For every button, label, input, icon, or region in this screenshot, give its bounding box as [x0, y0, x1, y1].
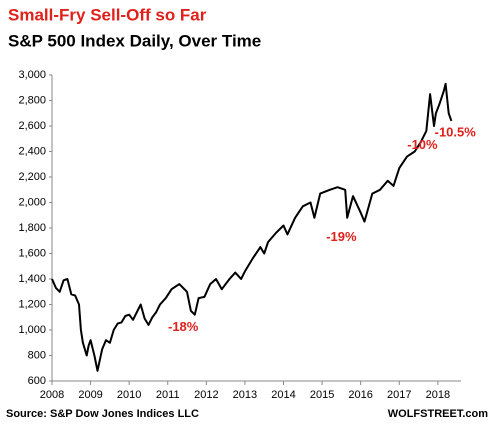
x-tick-label: 2009	[78, 389, 102, 401]
source: Source: S&P Dow Jones Indices LLC	[6, 408, 199, 420]
y-tick-label: 1,400	[18, 273, 46, 285]
y-tick-label: 3,000	[18, 69, 46, 81]
y-tick-label: 2,200	[18, 171, 46, 183]
x-tick-label: 2018	[426, 389, 450, 401]
x-tick-label: 2015	[310, 389, 334, 401]
x-tick-label: 2016	[348, 389, 372, 401]
x-tick-label: 2010	[117, 389, 141, 401]
chart-subtitle: S&P 500 Index Daily, Over Time	[8, 31, 261, 50]
x-tick-label: 2017	[387, 389, 411, 401]
annotation: -10%	[407, 137, 438, 152]
y-tick-label: 1,200	[18, 298, 46, 310]
y-tick-label: 1,600	[18, 247, 46, 259]
x-tick-label: 2011	[156, 389, 180, 401]
y-tick-label: 1,800	[18, 222, 46, 234]
x-tick-label: 2013	[233, 389, 257, 401]
x-tick-label: 2008	[40, 389, 64, 401]
annotation: -18%	[168, 319, 199, 334]
annotation: -19%	[326, 229, 357, 244]
y-tick-label: 2,400	[18, 145, 46, 157]
y-tick-label: 2,000	[18, 196, 46, 208]
y-tick-label: 600	[28, 375, 46, 387]
y-tick-label: 1,000	[18, 324, 46, 336]
annotation: -10.5%	[435, 124, 477, 139]
y-tick-label: 2,800	[18, 94, 46, 106]
x-tick-label: 2012	[194, 389, 218, 401]
line	[51, 82, 453, 372]
chart-title: Small-Fry Sell-Off so Far	[8, 5, 207, 24]
x-tick-label: 2014	[271, 389, 295, 401]
y-tick-label: 2,600	[18, 120, 46, 132]
credit: WOLFSTREET.com	[388, 408, 488, 420]
y-tick-label: 800	[28, 349, 46, 361]
